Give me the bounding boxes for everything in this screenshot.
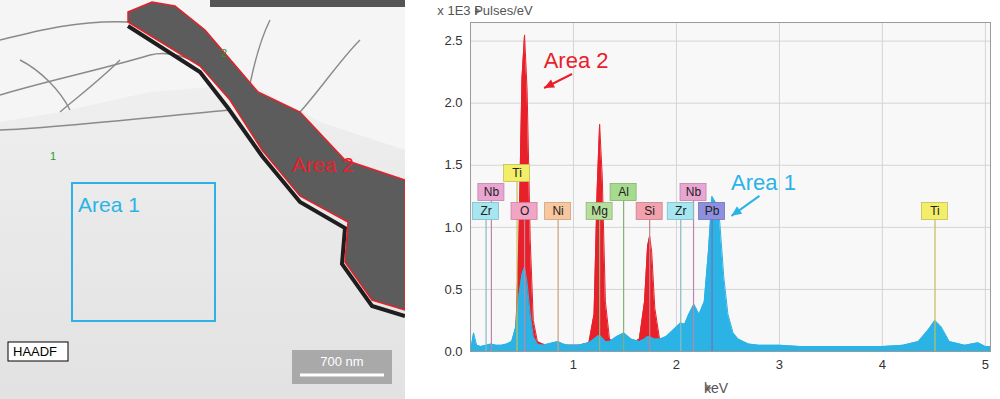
- svg-text:Area 1: Area 1: [78, 193, 140, 216]
- svg-text:Ti: Ti: [512, 166, 522, 180]
- svg-text:2: 2: [221, 47, 227, 59]
- svg-text:1.0: 1.0: [444, 220, 462, 235]
- svg-text:1.5: 1.5: [444, 157, 462, 172]
- svg-text:Zr: Zr: [675, 204, 686, 218]
- svg-text:0.0: 0.0: [444, 344, 462, 359]
- svg-text:Si: Si: [644, 204, 655, 218]
- svg-text:4: 4: [879, 357, 886, 372]
- svg-text:x 1E3 Pulses/eV: x 1E3 Pulses/eV: [437, 3, 533, 18]
- svg-text:O: O: [520, 204, 529, 218]
- svg-text:Area 2: Area 2: [544, 48, 609, 73]
- svg-text:Nb: Nb: [484, 185, 500, 199]
- svg-text:2.0: 2.0: [444, 95, 462, 110]
- svg-text:2.5: 2.5: [444, 33, 462, 48]
- svg-text:Ni: Ni: [552, 204, 563, 218]
- svg-text:keV: keV: [704, 380, 729, 396]
- svg-text:3: 3: [776, 357, 783, 372]
- svg-text:Mg: Mg: [591, 204, 608, 218]
- svg-text:Area 1: Area 1: [731, 170, 796, 195]
- svg-text:Nb: Nb: [686, 185, 702, 199]
- svg-text:1: 1: [50, 150, 56, 162]
- svg-text:1: 1: [570, 357, 577, 372]
- svg-text:0.5: 0.5: [444, 282, 462, 297]
- svg-text:Area 2: Area 2: [292, 153, 354, 176]
- svg-text:Pb: Pb: [705, 204, 720, 218]
- svg-text:Al: Al: [618, 185, 629, 199]
- svg-text:Zr: Zr: [480, 204, 491, 218]
- svg-text:2: 2: [673, 357, 680, 372]
- svg-text:5: 5: [982, 357, 989, 372]
- svg-text:700 nm: 700 nm: [320, 354, 363, 369]
- svg-text:HAADF: HAADF: [13, 344, 57, 359]
- svg-text:Ti: Ti: [930, 204, 940, 218]
